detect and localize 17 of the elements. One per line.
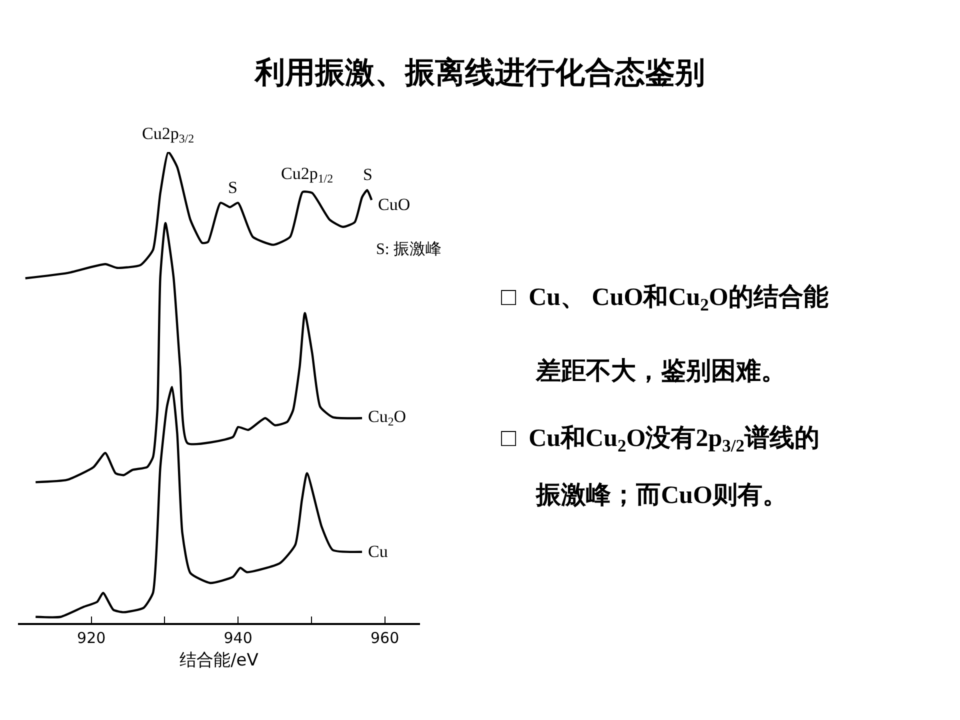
annotation: Cu2p$_{3/2}$ bbox=[142, 124, 194, 146]
series-label: Cu$_{2}$O bbox=[368, 407, 406, 429]
text: 振激峰；而CuO则有。 bbox=[535, 482, 788, 509]
x-axis-title: 结合能/eV bbox=[180, 650, 259, 671]
series-label: CuO bbox=[378, 195, 410, 214]
series-label: Cu bbox=[368, 542, 388, 561]
annotation: S bbox=[363, 165, 372, 184]
annotation: S: 振激峰 bbox=[376, 241, 442, 258]
x-tick-label: 920 bbox=[77, 628, 106, 647]
x-tick-label: 940 bbox=[224, 628, 252, 647]
annotation: S bbox=[228, 178, 238, 197]
annotation: Cu2p$_{1/2}$ bbox=[281, 164, 334, 186]
text: □ Cu、 CuO和Cu$_{2}$O的结合能 bbox=[501, 283, 828, 314]
text: 利用振激、振离线进行化合态鉴别 bbox=[254, 56, 705, 90]
x-tick-label: 960 bbox=[370, 628, 400, 647]
text: 差距不大，鉴别困难。 bbox=[535, 357, 786, 385]
text: □ Cu和Cu$_{2}$O没有2p$_{3/2}$谱线的 bbox=[501, 424, 820, 456]
